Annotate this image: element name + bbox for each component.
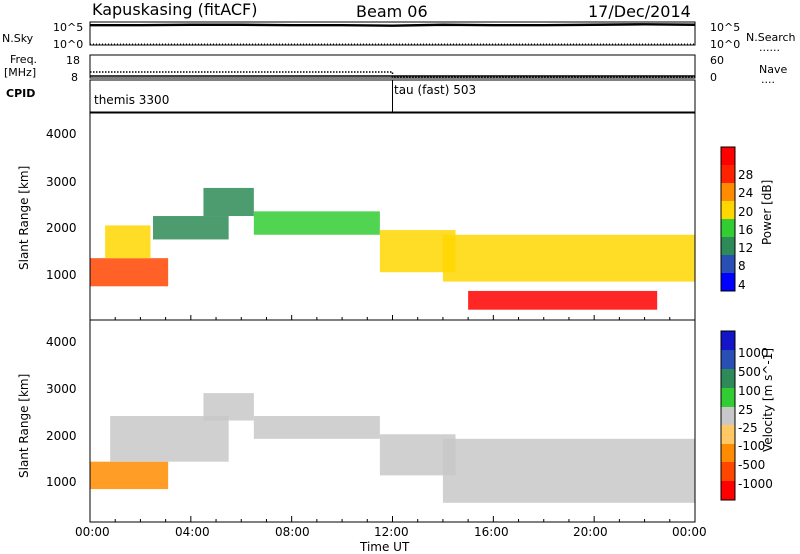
power-cb-16: 16 bbox=[738, 223, 754, 237]
velocity-cb-minus25: -25 bbox=[738, 421, 758, 435]
velocity-ylabel: Slant Range [km] bbox=[17, 373, 31, 478]
velocity-cb-25: 25 bbox=[738, 403, 754, 417]
velocity-colorbar-cell-0 bbox=[721, 331, 735, 350]
power-feature-3 bbox=[203, 187, 254, 217]
power-colorbar-cell-0 bbox=[721, 147, 735, 165]
nave-tick-bottom: 0 bbox=[710, 71, 717, 84]
velocity-feature-3 bbox=[253, 415, 380, 439]
xtick-2: 08:00 bbox=[275, 525, 310, 539]
noise-sky-line bbox=[90, 23, 696, 27]
velocity-colorbar-frame bbox=[720, 330, 736, 501]
velocity-colorbar-cell-3 bbox=[721, 388, 735, 407]
velocity-colorbar-cell-8 bbox=[721, 481, 735, 500]
velocity-feature-0 bbox=[90, 461, 169, 490]
power-feature-2 bbox=[153, 216, 229, 240]
velocity-cb-label: Velocity [m s^-1] bbox=[761, 347, 775, 452]
xtick-4: 16:00 bbox=[474, 525, 509, 539]
frequency-panel bbox=[90, 71, 695, 78]
velocity-ytick-1000: 1000 bbox=[46, 475, 77, 489]
velocity-colorbar-cell-2 bbox=[721, 369, 735, 388]
power-cb-28: 28 bbox=[738, 168, 754, 182]
power-feature-1 bbox=[105, 225, 151, 259]
power-colorbar-cell-6 bbox=[721, 255, 735, 273]
power-colorbar-cell-5 bbox=[721, 237, 735, 255]
power-ytick-1000: 1000 bbox=[46, 268, 77, 282]
freq-tick-bottom: 8 bbox=[71, 71, 78, 84]
velocity-feature-2 bbox=[203, 393, 254, 421]
power-cb-12: 12 bbox=[738, 241, 754, 255]
power-feature-7 bbox=[468, 290, 658, 310]
nave-legend-dots: .... bbox=[761, 73, 775, 86]
power-colorbar-cell-4 bbox=[721, 219, 735, 237]
n-search-tick-top: 10^5 bbox=[710, 21, 741, 34]
power-colorbar-cell-1 bbox=[721, 165, 735, 183]
xtick-6: 00:00 bbox=[672, 525, 707, 539]
power-cb-8: 8 bbox=[738, 259, 746, 273]
power-colorbar-cell-7 bbox=[721, 273, 735, 291]
cpid-segment-2: tau (fast) 503 bbox=[394, 83, 477, 97]
power-feature-0 bbox=[90, 258, 169, 287]
freq-label-2: [MHz] bbox=[4, 66, 37, 79]
power-panel bbox=[90, 187, 695, 310]
xtick-0: 00:00 bbox=[75, 525, 110, 539]
nave-tick-top: 60 bbox=[710, 54, 724, 67]
power-feature-4 bbox=[253, 211, 380, 235]
power-cb-label: Power [dB] bbox=[760, 179, 774, 245]
noise-panel bbox=[90, 23, 696, 45]
velocity-ytick-4000: 4000 bbox=[46, 335, 77, 349]
power-cb-20: 20 bbox=[738, 205, 754, 219]
n-search-tick-bottom: 10^0 bbox=[710, 38, 741, 51]
power-cb-4: 4 bbox=[738, 278, 746, 292]
velocity-panel bbox=[90, 393, 695, 503]
power-colorbar-cell-3 bbox=[721, 201, 735, 219]
velocity-cb-1000: 1000 bbox=[738, 346, 769, 360]
freq-label-1: Freq. bbox=[10, 53, 38, 66]
power-feature-6 bbox=[442, 234, 695, 282]
n-sky-tick-bottom: 10^0 bbox=[53, 38, 84, 51]
velocity-colorbar-cell-1 bbox=[721, 350, 735, 369]
xtick-5: 20:00 bbox=[573, 525, 608, 539]
xtick-3: 12:00 bbox=[374, 525, 409, 539]
power-ylabel: Slant Range [km] bbox=[17, 165, 31, 270]
freq-frame bbox=[89, 54, 696, 79]
radar-title: Kapuskasing (fitACF) bbox=[92, 0, 258, 19]
power-ytick-4000: 4000 bbox=[46, 127, 77, 141]
velocity-colorbar-cell-4 bbox=[721, 407, 735, 426]
nave-label: Nave bbox=[759, 63, 788, 76]
velocity-feature-1 bbox=[110, 415, 229, 462]
power-ytick-3000: 3000 bbox=[46, 175, 77, 189]
power-colorbar-cell-2 bbox=[721, 183, 735, 201]
velocity-colorbar-cell-5 bbox=[721, 425, 735, 444]
velocity-cb-100: 100 bbox=[738, 384, 761, 398]
velocity-cb-500: 500 bbox=[738, 365, 761, 379]
n-search-legend-dots: ...... bbox=[759, 41, 780, 54]
velocity-feature-5 bbox=[442, 438, 695, 503]
noise-frame bbox=[89, 21, 696, 46]
velocity-colorbar-cell-7 bbox=[721, 462, 735, 481]
x-axis-label: Time UT bbox=[360, 540, 410, 554]
xtick-1: 04:00 bbox=[175, 525, 210, 539]
cpid-label: CPID bbox=[6, 87, 36, 100]
freq-tick-top: 18 bbox=[66, 54, 80, 67]
power-colorbar-frame bbox=[720, 146, 736, 292]
velocity-cb-minus500: -500 bbox=[738, 458, 766, 472]
n-search-label: N.Search bbox=[746, 31, 796, 44]
axes-frames bbox=[89, 21, 736, 523]
velocity-ytick-2000: 2000 bbox=[46, 429, 77, 443]
cpid-segment-1: themis 3300 bbox=[94, 93, 170, 107]
frequency-line bbox=[90, 71, 695, 78]
power-cb-24: 24 bbox=[738, 186, 754, 200]
velocity-ytick-3000: 3000 bbox=[46, 382, 77, 396]
date-title: 17/Dec/2014 bbox=[588, 2, 691, 21]
power-ytick-2000: 2000 bbox=[46, 221, 77, 235]
velocity-colorbar-cell-6 bbox=[721, 444, 735, 463]
beam-title: Beam 06 bbox=[356, 2, 428, 21]
velocity-cb-minus100: -100 bbox=[738, 439, 766, 453]
velocity-cb-minus1000: -1000 bbox=[738, 477, 773, 491]
n-sky-label: N.Sky bbox=[2, 32, 34, 45]
n-sky-tick-top: 10^5 bbox=[53, 21, 84, 34]
